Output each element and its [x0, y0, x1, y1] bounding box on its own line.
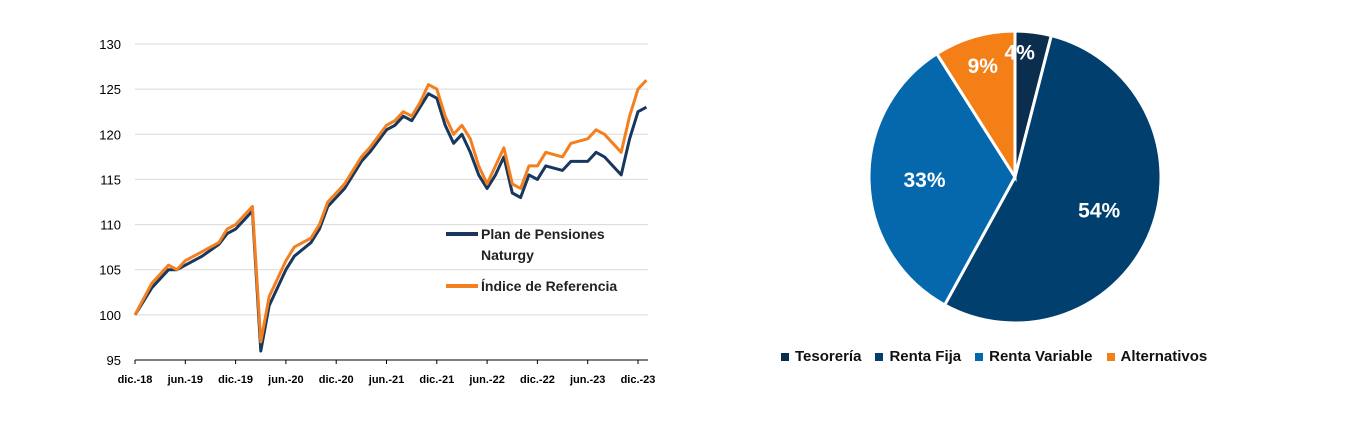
pie-slice-renta-fija: [942, 33, 1163, 325]
x-axis-ticks: dic.-18 jun.-19 dic.-19 jun.-20 dic.-20 jun.-…: [118, 360, 656, 386]
y-axis-ticks: 95 100 105 110 115 120 125 130: [99, 37, 121, 368]
y-tick-label: 100: [99, 308, 121, 323]
pie-legend-item: Renta Variable: [975, 348, 1093, 365]
pie-labels: 4% 54% 33% 9%: [903, 41, 1120, 222]
x-tick-label: jun.-21: [368, 374, 404, 386]
y-tick-label: 105: [99, 263, 121, 278]
series: [133, 79, 648, 353]
x-tick-label: jun.-19: [167, 374, 203, 386]
y-tick-label: 120: [99, 127, 121, 142]
series-line-index: [133, 79, 648, 344]
x-tick-label: jun.-22: [468, 374, 504, 386]
y-tick-label: 125: [99, 82, 121, 97]
pie-legend: Tesorería Renta Fija Renta Variable Alterna…: [781, 348, 1207, 365]
pie-slice-label: 9%: [968, 55, 999, 78]
x-tick-label: dic.-21: [419, 374, 454, 386]
pie-slices: [867, 29, 1163, 325]
x-tick-label: jun.-23: [569, 374, 605, 386]
x-tick-label: dic.-20: [319, 374, 354, 386]
pie-legend-swatch: [1106, 352, 1115, 361]
pie-legend-item: Renta Fija: [875, 348, 961, 365]
pie-slice-alternativos: [934, 29, 1017, 183]
series-line-naturgy: [133, 92, 648, 353]
x-tick-label: dic.-22: [520, 374, 555, 386]
y-tick-label: 95: [107, 353, 121, 368]
pie-slice-renta-variable: [867, 51, 1017, 307]
pie-legend-swatch: [875, 352, 884, 361]
pie-legend-swatch: [781, 352, 789, 361]
pie-slice-label: 54%: [1078, 199, 1120, 222]
pie-slice-label: 33%: [903, 169, 945, 192]
pie-legend-label: Tesorería: [795, 348, 862, 365]
pie-chart: 4% 54% 33% 9%: [867, 29, 1163, 325]
x-tick-label: dic.-19: [218, 374, 253, 386]
pie-legend-item: Tesorería: [781, 348, 861, 365]
y-tick-label: 130: [99, 37, 121, 52]
y-tick-label: 115: [100, 172, 121, 187]
legend-label-index: Índice de Referencia: [481, 278, 617, 294]
pie-legend-label: Renta Variable: [989, 348, 1093, 365]
pie-legend-item: Alternativos: [1106, 348, 1208, 365]
gridlines: [135, 43, 648, 316]
pie-slice-label: 4%: [1005, 41, 1036, 64]
pie-legend-label: Renta Fija: [889, 348, 962, 365]
y-tick-label: 110: [100, 218, 121, 233]
legend-label-naturgy-line1: Plan de Pensiones: [481, 226, 605, 242]
pie-legend-swatch: [975, 352, 984, 361]
pie-legend-label: Alternativos: [1120, 348, 1208, 365]
x-tick-label: jun.-20: [267, 374, 303, 386]
legend-label-naturgy-line2: Naturgy: [481, 247, 534, 263]
line-legend: Plan de Pensiones Naturgy Índice de Refe…: [446, 226, 617, 294]
x-tick-label: dic.-23: [621, 374, 656, 386]
x-tick-label: dic.-18: [118, 374, 153, 386]
